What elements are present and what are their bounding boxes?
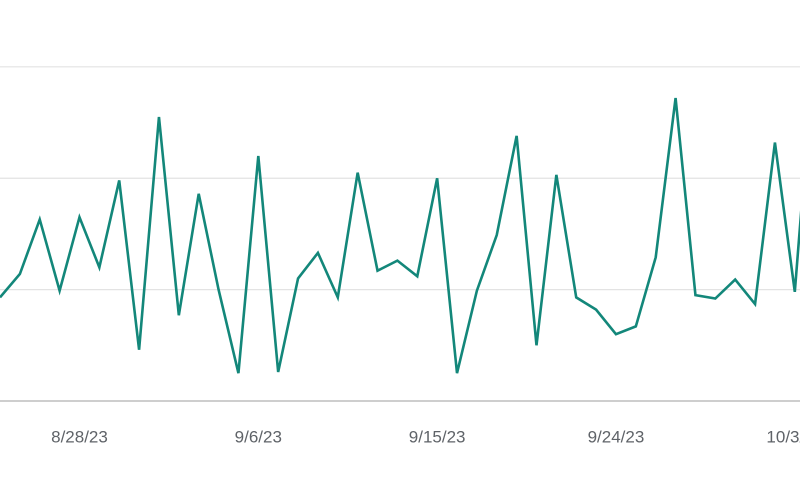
x-tick-label: 9/24/23 <box>588 427 645 446</box>
x-axis-labels: 8/28/23 9/6/23 9/15/23 9/24/23 10/3/23 <box>51 427 800 446</box>
x-tick-label: 8/28/23 <box>51 427 108 446</box>
data-line <box>0 97 800 374</box>
x-tick-label: 10/3/23 <box>766 427 800 446</box>
plot-area <box>0 97 800 374</box>
x-tick-label: 9/15/23 <box>409 427 466 446</box>
grid <box>0 66 800 291</box>
x-tick-label: 9/6/23 <box>235 427 282 446</box>
